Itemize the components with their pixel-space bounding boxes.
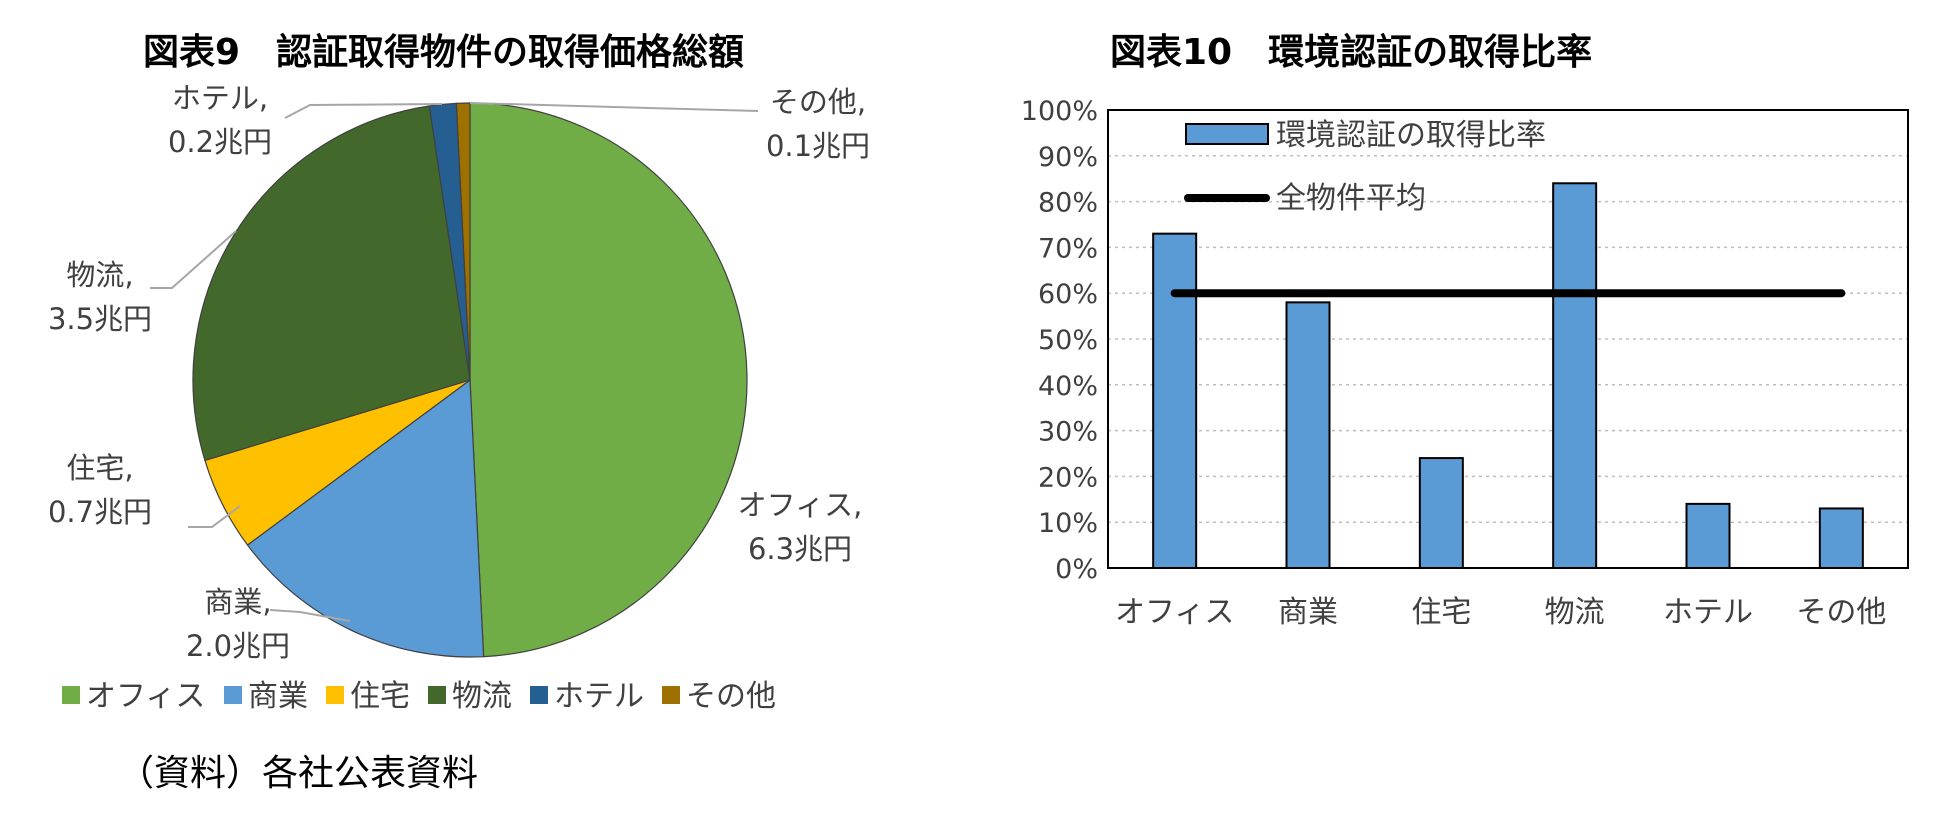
pie-legend-swatch-5 (530, 686, 548, 704)
pie-slices (192, 102, 748, 658)
x-category-商業: 商業 (1278, 595, 1338, 630)
pie-label-value-5: 0.2兆円 (168, 125, 272, 159)
bar-その他 (1818, 507, 1864, 569)
pie-label-value-4: 3.5兆円 (48, 302, 152, 336)
x-category-オフィス: オフィス (1115, 595, 1234, 630)
y-tick-label-0: 0% (1055, 554, 1098, 585)
x-category-住宅: 住宅 (1411, 595, 1471, 630)
pie-slice-2 (246, 378, 485, 658)
plot-area-frame (1107, 109, 1909, 569)
pie-legend-swatch-6 (662, 686, 680, 704)
pie-legend-swatch-2 (224, 686, 242, 704)
pie-legend: オフィス 商業 住宅 物流 ホテル その他 (62, 679, 776, 714)
source-note: （資料）各社公表資料 (118, 753, 478, 794)
pie-legend-label-4: 物流 (452, 679, 512, 714)
pie-label-name-4: 物流, (66, 258, 133, 292)
y-tick-label-5: 50% (1038, 325, 1098, 356)
pie-legend-label-2: 商業 (248, 679, 308, 714)
x-category-ホテル: ホテル (1663, 595, 1753, 630)
pie-legend-swatch-1 (62, 686, 80, 704)
bar-gridlines (1108, 155, 1908, 523)
legend-label-bar: 環境認証の取得比率 (1276, 118, 1546, 153)
pie-label-value-1: 6.3兆円 (748, 532, 852, 566)
y-tick-label-1: 10% (1038, 508, 1098, 539)
y-tick-label-10: 100% (1021, 96, 1098, 127)
pie-leader-line-3 (188, 505, 241, 528)
legend-label-line: 全物件平均 (1276, 181, 1426, 216)
pie-label-value-2: 2.0兆円 (186, 629, 290, 663)
pie-leader-line-6 (469, 102, 759, 112)
pie-label-name-2: 商業, (204, 585, 271, 619)
y-tick-label-7: 70% (1038, 233, 1098, 264)
y-tick-label-6: 60% (1038, 279, 1098, 310)
pie-slice-6 (455, 102, 471, 381)
pie-slice-1 (469, 102, 748, 658)
bar-オフィス (1152, 232, 1198, 569)
bar-bars (1152, 182, 1864, 570)
pie-label-name-6: その他, (770, 85, 866, 119)
y-tick-label-3: 30% (1038, 417, 1098, 448)
bar-ホテル (1685, 502, 1731, 570)
pie-label-name-5: ホテル, (172, 81, 268, 115)
bar-x-category-labels: オフィス 商業 住宅 物流 ホテル その他 (1115, 595, 1886, 630)
bar-住宅 (1418, 457, 1464, 569)
pie-leader-line-5 (284, 103, 443, 119)
pie-title: 図表9 認証取得物件の取得価格総額 (143, 32, 744, 73)
pie-label-value-6: 0.1兆円 (766, 129, 870, 163)
bar-title: 図表10 環境認証の取得比率 (1110, 32, 1592, 73)
pie-leader-line-2 (269, 609, 351, 622)
bar-y-tick-labels: 0% 10% 20% 30% 40% 50% 60% 70% 80% 90% 100% (1021, 96, 1098, 585)
pie-label-name-3: 住宅, (66, 451, 133, 485)
pie-legend-swatch-4 (428, 686, 446, 704)
bar-物流 (1552, 182, 1598, 569)
pie-label-value-3: 0.7兆円 (48, 495, 152, 529)
pie-label-name-1: オフィス, (738, 488, 863, 522)
legend-swatch-bar (1185, 123, 1269, 145)
pie-legend-label-3: 住宅 (350, 679, 410, 714)
y-tick-label-4: 40% (1038, 371, 1098, 402)
x-category-その他: その他 (1796, 595, 1886, 630)
y-tick-label-2: 20% (1038, 462, 1098, 493)
pie-legend-label-6: その他 (686, 679, 776, 714)
pie-leader-lines (150, 102, 759, 622)
pie-legend-label-5: ホテル (554, 679, 644, 714)
bar-商業 (1285, 301, 1331, 569)
x-category-物流: 物流 (1545, 595, 1605, 630)
pie-leader-line-4 (150, 230, 237, 289)
pie-legend-label-1: オフィス (86, 679, 205, 714)
y-tick-label-9: 90% (1038, 142, 1098, 173)
pie-legend-swatch-3 (326, 686, 344, 704)
y-tick-label-8: 80% (1038, 188, 1098, 219)
